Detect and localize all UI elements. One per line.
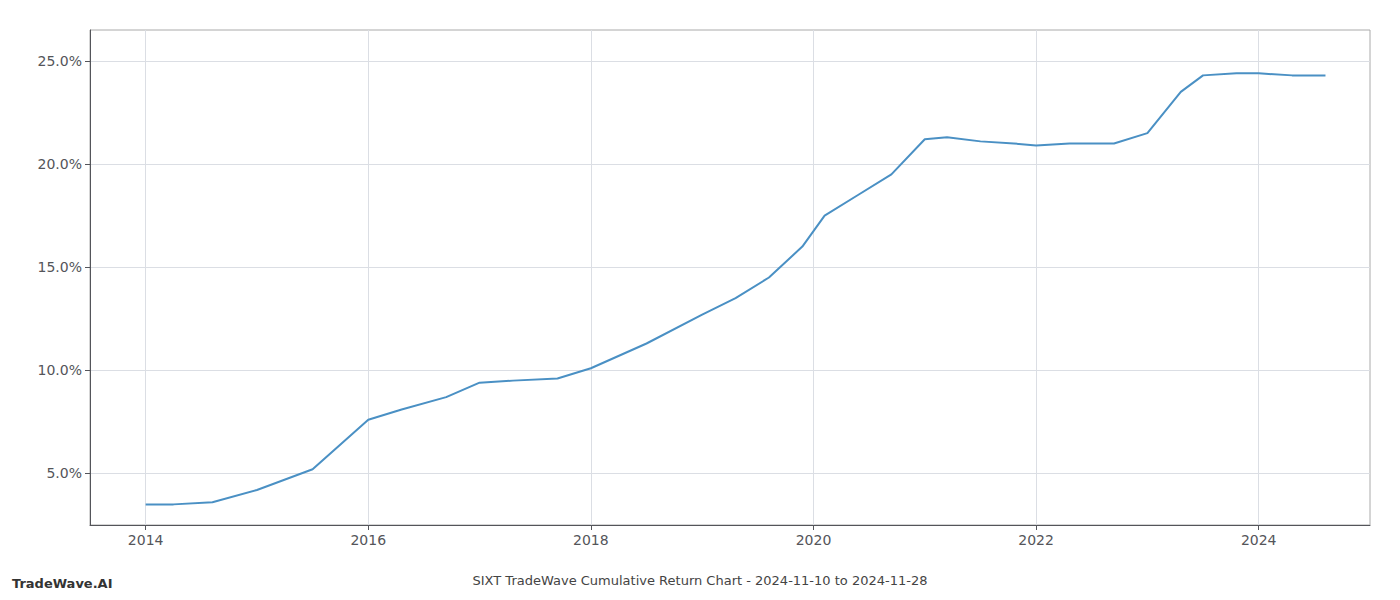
svg-text:2014: 2014 bbox=[128, 532, 164, 548]
svg-text:2018: 2018 bbox=[573, 532, 609, 548]
svg-text:2022: 2022 bbox=[1018, 532, 1054, 548]
svg-text:SIXT TradeWave Cumulative Retu: SIXT TradeWave Cumulative Return Chart -… bbox=[473, 573, 928, 588]
svg-text:TradeWave.AI: TradeWave.AI bbox=[12, 576, 113, 591]
svg-text:2020: 2020 bbox=[796, 532, 832, 548]
svg-text:2024: 2024 bbox=[1241, 532, 1277, 548]
svg-text:10.0%: 10.0% bbox=[38, 362, 82, 378]
svg-text:2016: 2016 bbox=[350, 532, 386, 548]
svg-text:20.0%: 20.0% bbox=[38, 156, 82, 172]
svg-text:25.0%: 25.0% bbox=[38, 53, 82, 69]
svg-text:5.0%: 5.0% bbox=[46, 465, 82, 481]
svg-text:15.0%: 15.0% bbox=[38, 259, 82, 275]
